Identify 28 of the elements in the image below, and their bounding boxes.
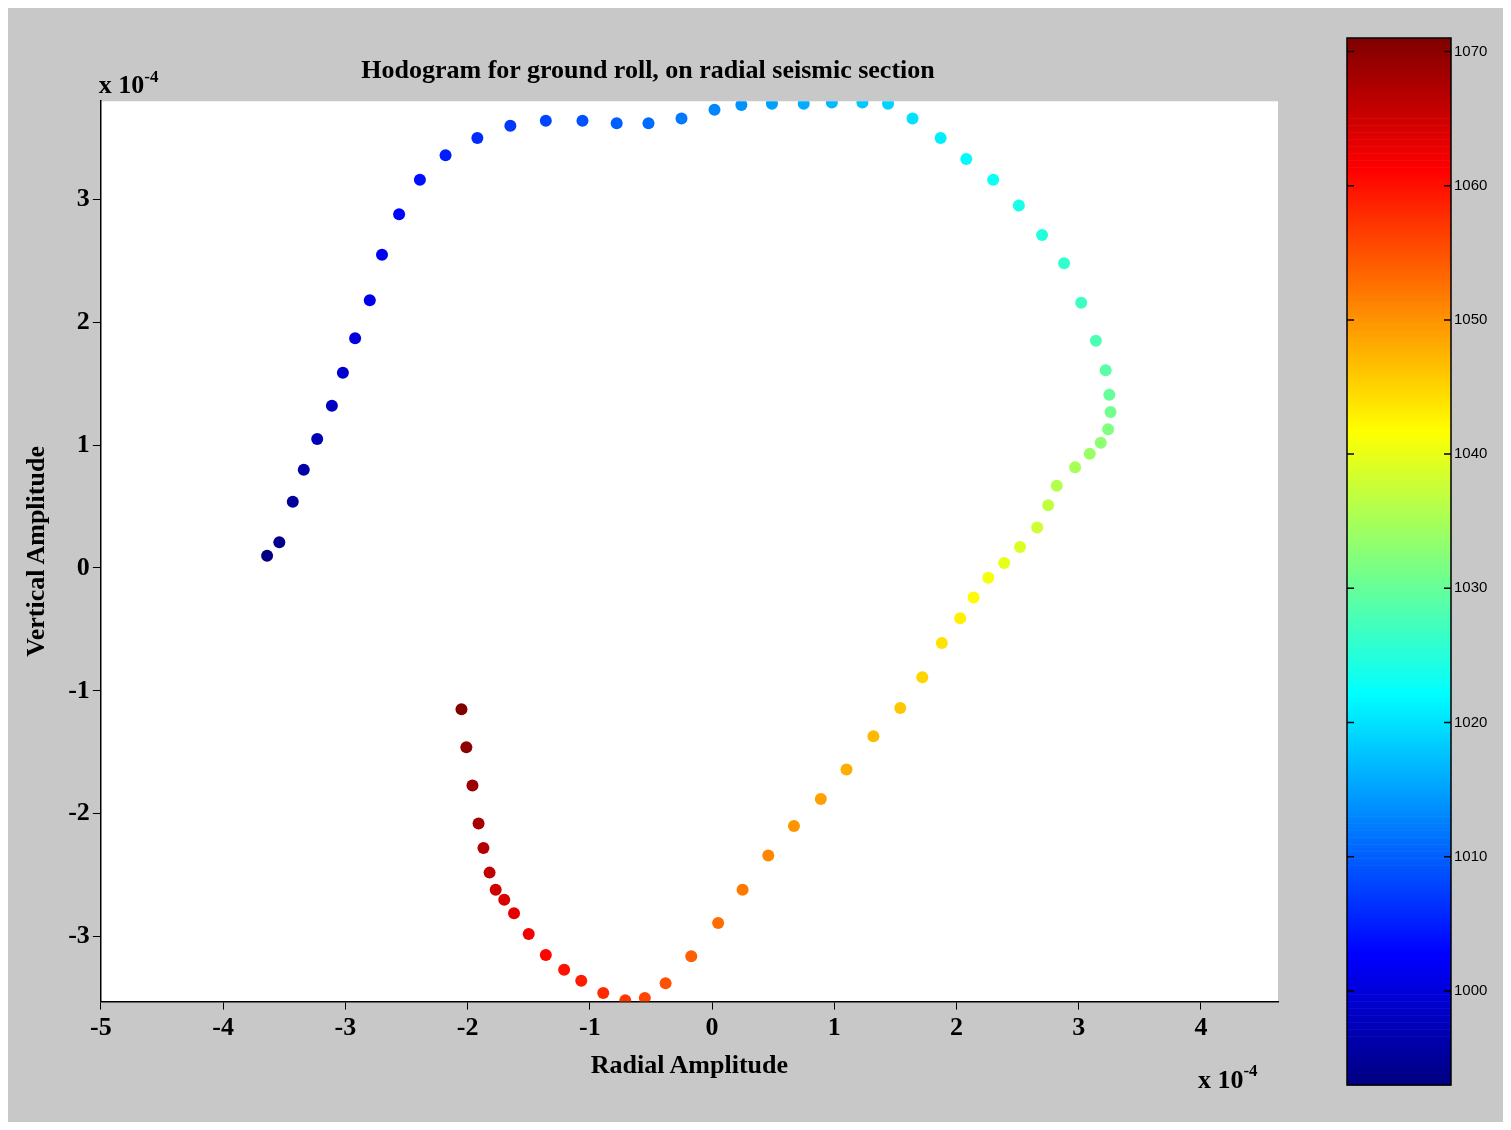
- color-bar-label: 1000: [1454, 981, 1488, 999]
- y-tick-label: 1: [76, 428, 90, 458]
- y-tick-label: -1: [68, 674, 90, 704]
- y-axis-title: Vertical Amplitude: [21, 446, 51, 657]
- x-axis-title: Radial Amplitude: [590, 1050, 789, 1080]
- x-tick-label: 0: [705, 1011, 719, 1041]
- y-tick-label: 0: [76, 551, 90, 581]
- color-bar-label: 1010: [1454, 846, 1488, 864]
- y-tick-label: -3: [68, 920, 90, 950]
- color-bar-label: 1060: [1454, 175, 1488, 193]
- y-tick-label: -2: [68, 797, 90, 827]
- x-tick-label: 2: [950, 1011, 964, 1041]
- color-bar-label: 1070: [1454, 41, 1488, 59]
- x-tick-label: -2: [456, 1011, 479, 1041]
- color-bar-label: 1040: [1454, 444, 1488, 462]
- x-tick-label: 1: [827, 1011, 841, 1041]
- y-tick-label: 2: [76, 306, 90, 336]
- color-bar-label: 1020: [1454, 712, 1488, 730]
- color-bar-label: 1050: [1454, 310, 1488, 328]
- x-tick-label: -3: [334, 1011, 357, 1041]
- x-tick-label: 4: [1194, 1011, 1208, 1041]
- x-tick-label: -5: [90, 1011, 112, 1041]
- chart-title: Hodogram for ground roll, on radial seismic section: [361, 55, 936, 85]
- y-tick-label: 3: [76, 183, 90, 213]
- x-tick-label: -1: [578, 1011, 601, 1041]
- color-bar-label: 1030: [1454, 578, 1488, 596]
- x-tick-label: -4: [212, 1011, 234, 1041]
- x-tick-label: 3: [1072, 1011, 1086, 1041]
